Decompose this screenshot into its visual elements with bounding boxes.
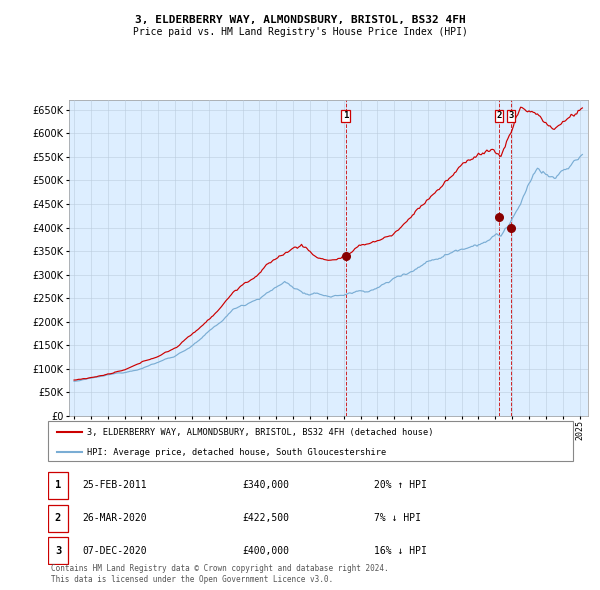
Text: Price paid vs. HM Land Registry's House Price Index (HPI): Price paid vs. HM Land Registry's House … [133, 27, 467, 37]
Text: 26-MAR-2020: 26-MAR-2020 [82, 513, 147, 523]
Text: 3: 3 [508, 112, 514, 120]
Text: 2: 2 [55, 513, 61, 523]
Text: Contains HM Land Registry data © Crown copyright and database right 2024.: Contains HM Land Registry data © Crown c… [51, 565, 389, 573]
Text: This data is licensed under the Open Government Licence v3.0.: This data is licensed under the Open Gov… [51, 575, 333, 584]
Text: HPI: Average price, detached house, South Gloucestershire: HPI: Average price, detached house, Sout… [88, 448, 386, 457]
Text: 7% ↓ HPI: 7% ↓ HPI [373, 513, 421, 523]
FancyBboxPatch shape [48, 537, 68, 564]
Text: £422,500: £422,500 [242, 513, 289, 523]
Text: 07-DEC-2020: 07-DEC-2020 [82, 546, 147, 556]
Text: 3: 3 [55, 546, 61, 556]
Text: 3, ELDERBERRY WAY, ALMONDSBURY, BRISTOL, BS32 4FH: 3, ELDERBERRY WAY, ALMONDSBURY, BRISTOL,… [134, 15, 466, 25]
Text: 16% ↓ HPI: 16% ↓ HPI [373, 546, 427, 556]
Text: £340,000: £340,000 [242, 480, 289, 490]
Text: 1: 1 [343, 112, 349, 120]
Text: 1: 1 [55, 480, 61, 490]
Text: 2: 2 [496, 112, 502, 120]
FancyBboxPatch shape [48, 421, 573, 461]
Text: 20% ↑ HPI: 20% ↑ HPI [373, 480, 427, 490]
Text: 25-FEB-2011: 25-FEB-2011 [82, 480, 147, 490]
FancyBboxPatch shape [48, 472, 68, 499]
Text: £400,000: £400,000 [242, 546, 289, 556]
FancyBboxPatch shape [48, 505, 68, 532]
Text: 3, ELDERBERRY WAY, ALMONDSBURY, BRISTOL, BS32 4FH (detached house): 3, ELDERBERRY WAY, ALMONDSBURY, BRISTOL,… [88, 428, 434, 437]
